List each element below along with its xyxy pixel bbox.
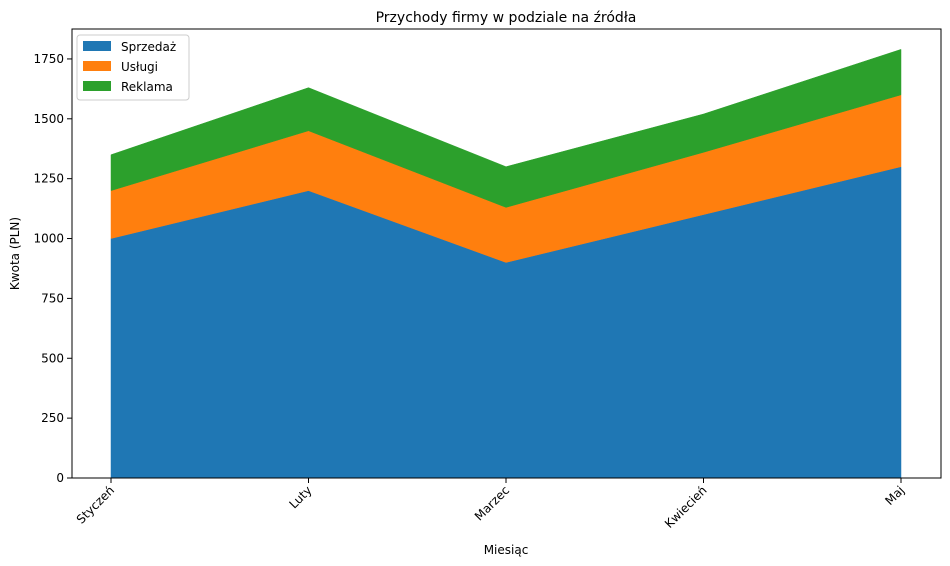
legend-swatch-reklama	[83, 81, 111, 91]
legend-label-sprzedaż: Sprzedaż	[121, 40, 176, 54]
legend-label-reklama: Reklama	[121, 80, 173, 94]
chart-title: Przychody firmy w podziale na źródła	[376, 10, 637, 26]
area-reklama	[110, 49, 902, 208]
legend-swatch-usługi	[83, 61, 111, 71]
y-tick-label: 500	[41, 351, 64, 365]
x-axis: Styczeń Luty Marzec Kwiecień Maj	[74, 478, 907, 531]
y-axis: 0 250 500 750 1000 1250 1500 1750	[33, 52, 72, 485]
legend-items: Sprzedaż Usługi Reklama	[83, 40, 176, 94]
y-axis-label: Kwota (PLN)	[8, 217, 22, 290]
y-tick-label: 250	[41, 411, 64, 425]
x-tick-label: Maj	[882, 483, 907, 508]
x-tick-label: Marzec	[472, 483, 512, 523]
x-tick-label: Luty	[286, 483, 314, 511]
x-tick-label: Kwiecień	[662, 483, 710, 531]
x-axis-label: Miesiąc	[484, 543, 529, 557]
legend-swatch-sprzedaż	[83, 41, 111, 51]
legend-label-usługi: Usługi	[121, 60, 158, 74]
y-tick-label: 750	[41, 291, 64, 305]
y-tick-label: 1250	[33, 172, 64, 186]
y-tick-label: 1000	[33, 232, 64, 246]
y-tick-label: 1500	[33, 112, 64, 126]
x-tick-label: Styczeń	[74, 483, 117, 526]
plot-area	[71, 28, 942, 479]
legend: Sprzedaż Usługi Reklama	[76, 34, 190, 101]
y-tick-label: 0	[56, 471, 64, 485]
series-areas	[110, 49, 902, 479]
y-tick-label: 1750	[33, 52, 64, 66]
